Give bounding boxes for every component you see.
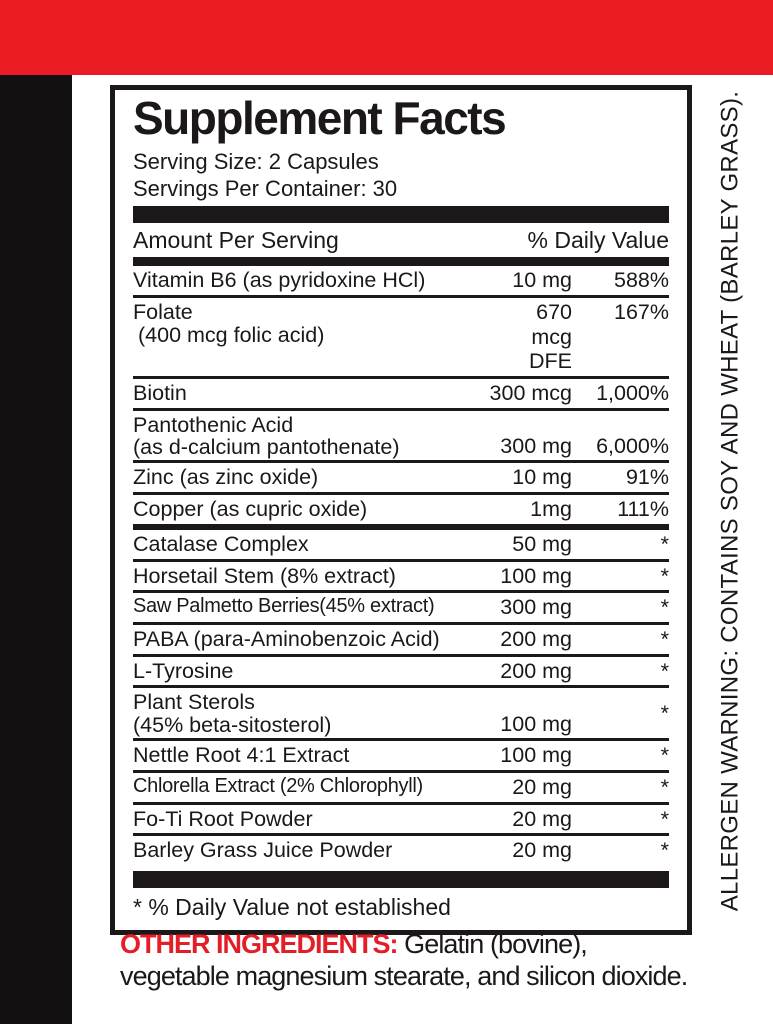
panel-title: Supplement Facts — [133, 92, 507, 144]
table-row: Barley Grass Juice Powder 20 mg * — [133, 836, 669, 865]
ingredient-amount: 300 mg — [500, 433, 572, 458]
nutrient-rows: Vitamin B6 (as pyridoxine HCl) 10 mg 588… — [133, 266, 669, 865]
amount-per-serving-header: Amount Per Serving — [133, 227, 339, 254]
ingredient-name: Catalase Complex — [133, 531, 309, 556]
ingredient-name: Vitamin B6 (as pyridoxine HCl) — [133, 268, 426, 293]
other-ingredients-line2: vegetable magnesium stearate, and silico… — [120, 961, 688, 992]
ingredient-name: L-Tyrosine — [133, 658, 234, 683]
ingredient-name: Biotin — [133, 380, 187, 405]
table-row: Chlorella Extract (2% Chlorophyll) 20 mg… — [133, 773, 669, 805]
ingredient-name: Barley Grass Juice Powder — [133, 838, 393, 863]
ingredient-amount: 100 mg — [500, 711, 572, 736]
ingredient-amount: 100 mg — [500, 743, 572, 768]
column-header-row: Amount Per Serving % Daily Value — [133, 223, 669, 257]
ingredient-amount: 100 mg — [500, 563, 572, 588]
table-row: Pantothenic Acid (as d-calcium pantothena… — [133, 411, 669, 464]
ingredient-daily-value: * — [660, 838, 669, 863]
ingredient-amount: 200 mg — [500, 658, 572, 683]
ingredient-daily-value: 111% — [617, 497, 669, 522]
servings-per-container: Servings Per Container: 30 — [133, 175, 398, 201]
ingredient-amount: 20 mg — [512, 774, 572, 799]
table-row: Catalase Complex 50 mg * — [133, 530, 669, 562]
ingredient-name: Saw Palmetto Berries(45% extract) — [133, 595, 435, 618]
left-black-strip — [0, 75, 72, 1024]
ingredient-amount: 20 mg — [512, 806, 572, 831]
other-ingredients-label: OTHER INGREDIENTS: — [120, 929, 399, 959]
table-row: Vitamin B6 (as pyridoxine HCl) 10 mg 588… — [133, 266, 669, 298]
daily-value-footnote: * % Daily Value not established — [133, 894, 451, 921]
table-row: Folate (400 mcg folic acid) 670 mcg DFE 167… — [133, 298, 669, 379]
other-ingredients-rest: Gelatin (bovine), — [397, 929, 588, 959]
ingredient-name: Chlorella Extract (2% Chlorophyll) — [133, 774, 423, 797]
ingredient-daily-value: * — [660, 658, 669, 683]
ingredient-amount: 20 mg — [512, 838, 572, 863]
ingredient-daily-value: * — [660, 701, 669, 725]
ingredient-daily-value: * — [660, 595, 669, 620]
ingredient-daily-value: * — [660, 531, 669, 556]
table-row: Zinc (as zinc oxide) 10 mg 91% — [133, 463, 669, 496]
ingredient-amount: 670 mcg DFE — [529, 299, 572, 374]
ingredient-daily-value: * — [660, 774, 669, 799]
table-row: Fo-Ti Root Powder 20 mg * — [133, 805, 669, 837]
table-row: Horsetail Stem (8% extract) 100 mg * — [133, 562, 669, 594]
ingredient-name: Nettle Root 4:1 Extract — [133, 743, 350, 768]
allergen-warning-text: ALLERGEN WARNING: CONTAINS SOY AND WHEAT… — [716, 90, 744, 912]
table-row: Saw Palmetto Berries(45% extract) 300 mg… — [133, 593, 669, 626]
ingredient-name: Zinc (as zinc oxide) — [133, 465, 319, 490]
allergen-warning-vertical: ALLERGEN WARNING: CONTAINS SOY AND WHEAT… — [688, 85, 773, 917]
ingredient-amount: 200 mg — [500, 627, 572, 652]
divider-bar-thick-bottom — [133, 871, 669, 889]
ingredient-amount: 10 mg — [512, 268, 572, 293]
ingredient-amount: 1mg — [530, 497, 572, 522]
other-ingredients-line1: OTHER INGREDIENTS: Gelatin (bovine), — [120, 928, 765, 960]
daily-value-header: % Daily Value — [527, 227, 669, 254]
ingredient-daily-value: * — [660, 743, 669, 768]
ingredient-daily-value: * — [660, 627, 669, 652]
top-red-banner — [0, 0, 773, 75]
table-row: Plant Sterols (45% beta-sitosterol) 100 m… — [133, 688, 669, 742]
ingredient-daily-value: * — [660, 806, 669, 831]
ingredient-amount: 50 mg — [512, 531, 572, 556]
table-row: Copper (as cupric oxide) 1mg 111% — [133, 495, 669, 530]
ingredient-amount: 300 mcg — [489, 380, 572, 405]
divider-bar-thick-top — [133, 206, 669, 224]
ingredient-daily-value: 1,000% — [596, 380, 669, 405]
other-ingredients: OTHER INGREDIENTS: Gelatin (bovine), veg… — [120, 928, 765, 993]
ingredient-name: Plant Sterols (45% beta-sitosterol) — [133, 690, 332, 738]
ingredient-name: Pantothenic Acid (as d-calcium pantothena… — [133, 412, 400, 460]
table-row: Biotin 300 mcg 1,000% — [133, 379, 669, 411]
ingredient-amount: 10 mg — [512, 465, 572, 490]
ingredient-name: Fo-Ti Root Powder — [133, 806, 313, 831]
supplement-facts-panel: Supplement Facts Serving Size: 2 Capsule… — [110, 85, 692, 936]
serving-size: Serving Size: 2 Capsules — [133, 148, 379, 174]
ingredient-name: Copper (as cupric oxide) — [133, 497, 368, 522]
ingredient-daily-value: 588% — [614, 268, 669, 293]
ingredient-daily-value: 167% — [614, 299, 669, 324]
ingredient-daily-value: 91% — [625, 465, 669, 490]
divider-bar-medium — [133, 257, 669, 267]
table-row: PABA (para-Aminobenzoic Acid) 200 mg * — [133, 625, 669, 657]
ingredient-daily-value: * — [660, 563, 669, 588]
ingredient-daily-value: 6,000% — [596, 433, 669, 458]
ingredient-name: Folate (400 mcg folic acid) — [133, 299, 325, 347]
ingredient-name: PABA (para-Aminobenzoic Acid) — [133, 627, 440, 652]
table-row: Nettle Root 4:1 Extract 100 mg * — [133, 741, 669, 773]
table-row: L-Tyrosine 200 mg * — [133, 657, 669, 689]
ingredient-amount: 300 mg — [500, 595, 572, 620]
ingredient-name: Horsetail Stem (8% extract) — [133, 563, 396, 588]
